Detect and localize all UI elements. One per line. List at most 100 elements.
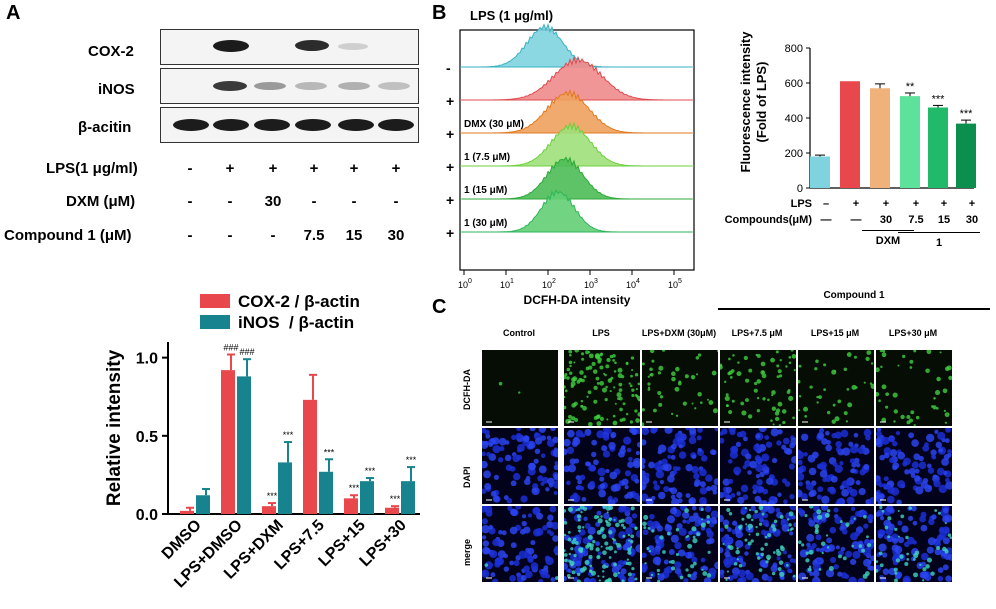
- y-tick-label: 0: [797, 183, 803, 195]
- band: [338, 82, 370, 90]
- micrograph-tile: [482, 428, 558, 504]
- micro-column-label: LPS+7.5 μM: [731, 328, 783, 338]
- flow-x-label: DCFH-DA intensity: [524, 293, 631, 307]
- micrograph-tile: [720, 350, 796, 426]
- treatment-label-lps: LPS(1 μg/ml): [46, 160, 138, 177]
- panel-b-letter: B: [432, 2, 447, 24]
- row-label: DMX (30 μM): [464, 119, 524, 130]
- significance-mark: ***: [390, 494, 401, 504]
- band: [213, 81, 247, 91]
- y-tick-label: 0.0: [136, 507, 158, 524]
- y-tick-label: 600: [785, 78, 803, 90]
- treatment-value: +: [349, 160, 359, 177]
- compound-value: —: [820, 214, 832, 226]
- bar: [870, 88, 890, 188]
- fluor-y-label-1: Fluorescence intensity: [738, 31, 753, 173]
- band: [213, 119, 249, 131]
- fluor-lps-label: LPS: [790, 198, 812, 210]
- band: [295, 119, 331, 131]
- significance-mark: ###: [239, 347, 254, 357]
- x-tick-label: 101: [500, 278, 514, 290]
- treatment-value: -: [227, 227, 233, 244]
- compound-value: —: [850, 214, 862, 226]
- significance-mark: ***: [267, 491, 278, 501]
- treatment-value: -: [351, 193, 357, 210]
- micrograph-tile: [642, 428, 718, 504]
- row-sign: +: [446, 159, 454, 175]
- band: [254, 82, 286, 90]
- blot-label-actin: β-acitin: [78, 119, 132, 136]
- micro-column-label: Control: [503, 328, 535, 338]
- compound-value: 15: [937, 214, 951, 226]
- treatment-value: 7.5: [303, 227, 325, 244]
- row-sign: +: [446, 93, 454, 109]
- bar: [180, 510, 194, 514]
- blot-label-inos: iNOS: [98, 81, 135, 98]
- row-sign: +: [446, 192, 454, 208]
- micrograph-tile: [482, 506, 558, 582]
- x-tick-label: 102: [542, 278, 556, 290]
- treatment-value: -: [187, 160, 193, 177]
- treatment-value: -: [393, 193, 399, 210]
- significance-mark: ***: [365, 466, 376, 476]
- micro-row-label: DAPI: [462, 466, 472, 488]
- bar: [221, 370, 235, 514]
- treatment-value: +: [225, 160, 235, 177]
- bar: [319, 471, 333, 514]
- micro-column-label: LPS+15 μM: [810, 328, 860, 338]
- treatment-value: 30: [387, 227, 405, 244]
- bar: [928, 107, 948, 188]
- group-line-dxm: [862, 230, 914, 231]
- x-tick-label: 100: [458, 278, 472, 290]
- group-label-dxm: DXM: [875, 235, 901, 247]
- micro-row-label: DCFH-DA: [462, 369, 472, 410]
- micrograph-tile: [564, 350, 640, 426]
- histogram-curve: [461, 55, 693, 101]
- significance-mark: ***: [960, 108, 974, 120]
- blot-inos: [160, 68, 419, 104]
- blot-cox2: [160, 29, 419, 65]
- treatment-value: 30: [264, 193, 282, 210]
- treatment-value: -: [311, 193, 317, 210]
- y-tick-label: 800: [785, 43, 803, 55]
- micrograph-tile: [876, 428, 952, 504]
- lps-value: +: [968, 198, 976, 210]
- treatment-label-dxm: DXM (μM): [66, 193, 136, 210]
- x-tick-label: 104: [626, 278, 640, 290]
- treatment-value: +: [391, 160, 401, 177]
- x-tick-label: 105: [668, 278, 682, 290]
- lps-value: +: [940, 198, 948, 210]
- band: [378, 119, 414, 131]
- micro-column-label: LPS: [592, 328, 610, 338]
- micrograph-tile: [798, 506, 874, 582]
- row-sign: -: [446, 60, 451, 76]
- bar: [344, 498, 358, 514]
- fluorescence-chart: Fluorescence intensity (Fold of LPS) 0 20…: [738, 31, 976, 195]
- micro-row-label: merge: [462, 538, 472, 566]
- flow-histogram: - + + DMX (30 μM) +1 (7.5 μM) +1 (15 μM) +1 (3…: [446, 22, 695, 307]
- fluor-y-label-2: (Fold of LPS): [754, 62, 769, 143]
- y-tick-label: 200: [785, 148, 803, 160]
- row-sign: +: [446, 126, 454, 142]
- bar: [385, 507, 399, 514]
- x-tick-label: 103: [584, 278, 598, 290]
- band: [295, 40, 329, 51]
- bar: [262, 506, 276, 514]
- flow-plot-frame: [459, 29, 695, 271]
- lps-value: +: [912, 198, 920, 210]
- significance-mark: ***: [349, 483, 360, 493]
- legend-swatch-cox2: [200, 294, 230, 308]
- micrograph-tile: [798, 350, 874, 426]
- row-label: 1 (15 μM): [464, 185, 507, 196]
- bar: [900, 96, 920, 188]
- micrograph-tile: [564, 428, 640, 504]
- micrograph-tile: [798, 428, 874, 504]
- micro-column-label: LPS+30 μM: [888, 328, 938, 338]
- treatment-value: -: [270, 227, 276, 244]
- y-axis-label: Relative intensity: [104, 349, 125, 506]
- lps-value: +: [852, 198, 860, 210]
- significance-mark: ***: [283, 430, 294, 440]
- significance-mark: ***: [406, 455, 417, 465]
- micrograph-tile: [720, 506, 796, 582]
- lps-value: +: [882, 198, 890, 210]
